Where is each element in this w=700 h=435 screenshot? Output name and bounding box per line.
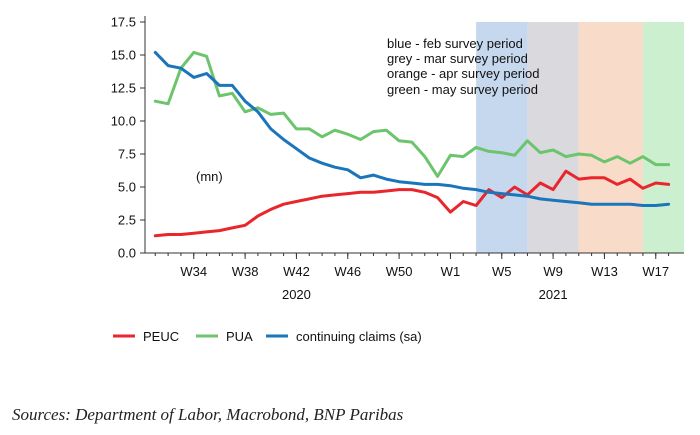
x-tick-label: W9: [543, 264, 563, 279]
year-label: 2021: [539, 287, 568, 302]
x-tick-label: W1: [441, 264, 461, 279]
y-tick-label: 12.5: [111, 81, 136, 96]
legend-label-peuc: PEUC: [143, 329, 179, 344]
legend-label-pua: PUA: [226, 329, 253, 344]
series-line-pua: [153, 50, 671, 178]
x-tick-label: W46: [334, 264, 361, 279]
survey-period-bands: [476, 22, 684, 253]
annotation-green: green - may survey period: [387, 82, 538, 97]
source-note: Sources: Department of Labor, Macrobond,…: [12, 405, 404, 424]
survey-band-orange: [578, 22, 643, 253]
y-tick-label: 10.0: [111, 114, 136, 129]
x-tick-label: W17: [642, 264, 669, 279]
x-tick-label: W38: [232, 264, 259, 279]
annotation-blue: blue - feb survey period: [387, 36, 523, 51]
survey-band-blue: [476, 22, 528, 253]
axis-labels: 0.0 2.5 5.0 7.5 10.0 12.5 15.0 17.5 W34 W38 W42 W46…: [111, 15, 669, 303]
y-tick-label: 15.0: [111, 48, 136, 63]
y-tick-label: 2.5: [118, 213, 136, 228]
annotation-grey: grey - mar survey period: [387, 51, 528, 66]
y-tick-label: 7.5: [118, 147, 136, 162]
y-tick-label: 0.0: [118, 246, 136, 261]
series-lines: [153, 50, 671, 238]
legend-label-continuing-claims: continuing claims (sa): [296, 329, 422, 344]
x-tick-label: W5: [492, 264, 512, 279]
axes: [144, 16, 684, 259]
y-axis-ticks: [140, 21, 145, 254]
unit-label: (mn): [196, 169, 223, 184]
survey-band-green: [642, 22, 684, 253]
x-tick-label: W42: [283, 264, 310, 279]
x-tick-label: W50: [386, 264, 413, 279]
survey-band-grey: [527, 22, 579, 253]
y-tick-label: 17.5: [111, 15, 136, 30]
series-line-peuc: [153, 169, 671, 238]
x-tick-label: W34: [180, 264, 207, 279]
legend: PEUC PUA continuing claims (sa): [113, 329, 422, 344]
annotation-orange: orange - apr survey period: [387, 66, 539, 81]
y-tick-label: 5.0: [118, 180, 136, 195]
line-chart: 0.0 2.5 5.0 7.5 10.0 12.5 15.0 17.5 W34 W38 W42 W46…: [111, 15, 684, 344]
x-tick-label: W13: [591, 264, 618, 279]
series-line-continuing-claims-sa: [153, 50, 671, 207]
year-label: 2020: [282, 287, 311, 302]
